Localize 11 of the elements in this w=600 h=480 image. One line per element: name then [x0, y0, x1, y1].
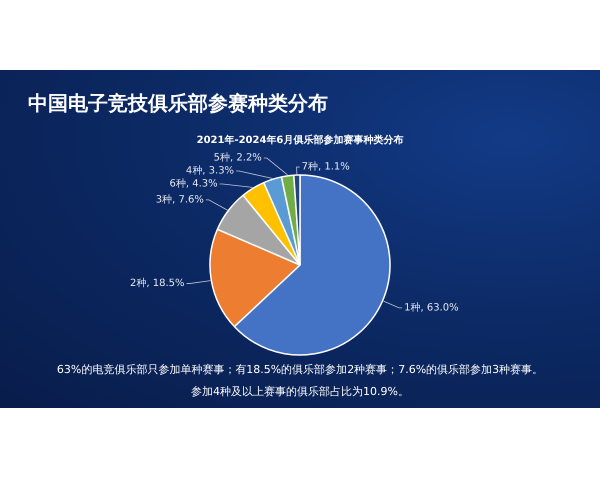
slice-label: 7种, 1.1% [302, 160, 350, 173]
slice-label: 2种, 18.5% [130, 277, 185, 290]
slice-label: 3种, 7.6% [156, 193, 204, 206]
slice-label: 6种, 4.3% [169, 178, 218, 190]
chart-title: 中国电子竞技俱乐部参赛种类分布 [28, 90, 328, 117]
slice-label: 4种, 3.3% [186, 164, 234, 177]
slice-label: 5种, 2.2% [214, 152, 262, 164]
text: 63%的电竞俱乐部只参加单种赛事；有18.5%的俱乐部参加2种赛事；7.6%的俱乐部参加3种赛事。 [56, 363, 544, 376]
slice-label: 1种, 63.0% [404, 301, 459, 314]
chart-subtitle: 2021年-2024年6月俱乐部参加赛事种类分布 [196, 133, 404, 147]
text: 参加4种及以上赛事的俱乐部占比为10.9%。 [191, 385, 409, 398]
